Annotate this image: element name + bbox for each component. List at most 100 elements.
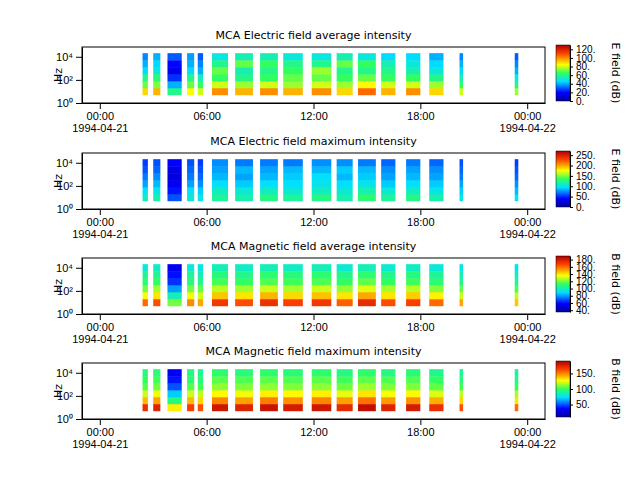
cell [358,187,376,194]
cell [260,180,278,187]
cell [212,74,228,81]
y-tick-label: 10⁰ [57,203,73,215]
cell [187,299,194,306]
y-tick-mark [76,80,82,81]
cell [283,383,303,390]
cell [153,60,160,67]
x-tick-label: 18:00 [407,216,435,228]
cell [460,271,464,278]
x-tick-label: 00:001994-04-21 [72,426,128,451]
cell [167,81,181,88]
cell [381,264,395,271]
x-tick: 00:001994-04-22 [500,209,556,240]
cell [235,180,253,187]
cell [429,173,443,180]
colorbar-tick-label: 0. [576,202,584,213]
cell [283,376,303,383]
cell [187,194,194,201]
y-axis-title: Hz [52,384,65,398]
cell [143,67,148,74]
y-tick: 10⁴ [56,367,82,379]
y-tick-mark [76,291,82,292]
x-tick-mark [207,209,208,215]
cell [406,390,420,397]
x-tick-mark [420,419,421,425]
cell [406,180,420,187]
cell [212,390,228,397]
x-tick: 06:00 [193,209,221,228]
cell [312,166,332,173]
cell [212,285,228,292]
cell [212,271,228,278]
cell [187,180,194,187]
cell [212,81,228,88]
cell [515,194,519,201]
plot-frame [82,153,545,209]
panel: 00:001994-04-2106:0012:0018:0000:001994-… [52,345,622,450]
cell [235,278,253,285]
cell [198,74,203,81]
cell [283,299,303,306]
cell [406,299,420,306]
cell [212,264,228,271]
cell [337,369,353,376]
cell [187,271,194,278]
cell [429,166,443,173]
cell [515,60,519,67]
cell [283,88,303,95]
cell [235,397,253,404]
cell [212,173,228,180]
cell [381,292,395,299]
cell [381,159,395,166]
cell [212,369,228,376]
cell [143,271,148,278]
cell [212,278,228,285]
cell [515,397,519,404]
cell [260,67,278,74]
cell [429,369,443,376]
y-axis-title: Hz [52,279,65,293]
y-tick-mark [76,419,82,420]
cell [283,74,303,81]
cell [260,88,278,95]
cell [283,369,303,376]
colorbar-axis: 0.50.100.150.200.250. [570,150,595,213]
cell [198,383,203,390]
cell [358,376,376,383]
cell [260,404,278,411]
cell [460,285,464,292]
panel-title: MCA Electric field average intensity [216,29,412,42]
cell [153,390,160,397]
cell [167,53,181,60]
colorbar-tick: 50. [570,191,590,202]
cell [283,60,303,67]
cell [198,159,203,166]
y-tick-mark [76,57,82,58]
cell [143,390,148,397]
y-axis-line [82,259,83,315]
cell [312,60,332,67]
cell [337,88,353,95]
y-tick-label: 10⁴ [56,157,73,169]
cell [381,397,395,404]
colorbar-tick-label: 50. [576,399,590,410]
x-tick-mark [207,314,208,320]
x-tick: 18:00 [407,419,435,438]
y-tick-label: 10⁰ [57,97,73,109]
cell [515,369,519,376]
colorbar-tick-mark [570,373,573,374]
cell [381,166,395,173]
x-tick-mark [527,314,528,320]
cell [198,376,203,383]
cell [260,53,278,60]
colorbar-tick-mark [570,303,573,304]
cell [312,67,332,74]
cell [143,278,148,285]
cell [337,271,353,278]
cell [358,88,376,95]
cell [515,292,519,299]
cell [515,159,519,166]
cell [460,187,464,194]
cell [429,53,443,60]
cell [337,180,353,187]
